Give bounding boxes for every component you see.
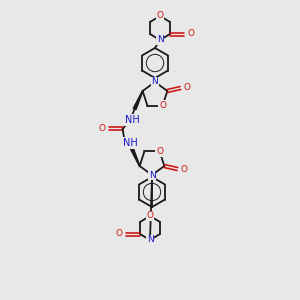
Text: NH: NH [125, 115, 140, 125]
Text: N: N [148, 170, 155, 179]
Polygon shape [130, 147, 140, 166]
Text: N: N [157, 35, 164, 44]
Polygon shape [133, 91, 143, 110]
Text: N: N [147, 236, 153, 244]
Text: O: O [156, 147, 163, 156]
Text: O: O [98, 124, 105, 134]
Text: O: O [116, 230, 122, 238]
Text: O: O [181, 164, 188, 173]
Text: O: O [157, 11, 164, 20]
Text: NH: NH [123, 138, 138, 148]
Text: N: N [152, 77, 158, 86]
Text: O: O [159, 101, 166, 110]
Text: O: O [188, 29, 194, 38]
Text: O: O [146, 212, 154, 220]
Text: O: O [184, 83, 191, 92]
